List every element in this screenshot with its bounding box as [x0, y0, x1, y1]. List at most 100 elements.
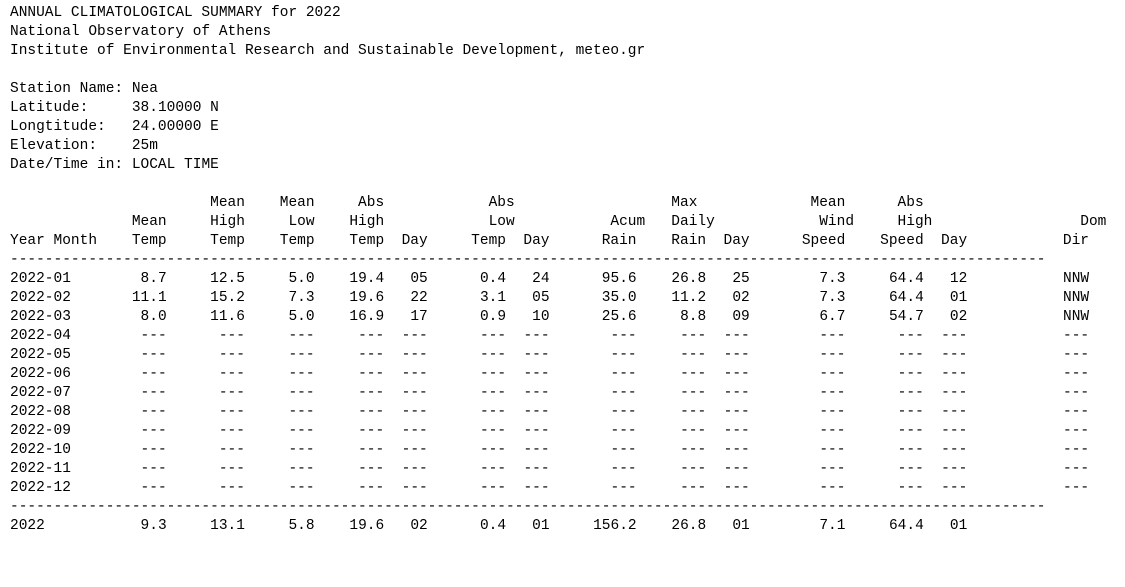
cell-period: 2022-10 — [10, 442, 80, 458]
cell-abs-high: 19.4 — [314, 271, 385, 287]
cell-rain: --- — [549, 461, 637, 477]
cell-gust: --- — [845, 461, 924, 477]
cell-mean-low: 7.3 — [244, 290, 315, 306]
table-row: 2022-08 --- --- --- --- --- --- --- --- … — [10, 404, 1089, 420]
cell-max-rain: 8.8 — [636, 309, 707, 325]
cell-wind: --- — [749, 347, 846, 363]
cell-low-day: 10 — [506, 309, 550, 325]
cell-abs-low: --- — [427, 328, 507, 344]
cell-dir: --- — [967, 347, 1090, 363]
cell-mean-high: 11.6 — [166, 309, 245, 325]
cell-abs-high: --- — [314, 461, 385, 477]
cell-rain: --- — [549, 328, 637, 344]
cell-mean-high: --- — [166, 480, 245, 496]
cell-gust-day: 02 — [923, 309, 968, 325]
cell-dir: --- — [967, 442, 1090, 458]
cell-mean-high: --- — [166, 385, 245, 401]
cell-mean-low: --- — [244, 385, 315, 401]
cell-mean-temp: 8.0 — [79, 309, 167, 325]
cell-high-day: --- — [384, 461, 428, 477]
cell-wind: --- — [749, 328, 846, 344]
cell-period: 2022-12 — [10, 480, 80, 496]
cell-mean-high: 13.1 — [166, 518, 245, 534]
cell-rain-day: 01 — [706, 518, 750, 534]
cell-rain: 95.6 — [549, 271, 637, 287]
latitude-value: 38.10000 N — [131, 100, 219, 116]
cell-dir: --- — [967, 404, 1090, 420]
cell-rain-day: --- — [706, 442, 750, 458]
latitude-label: Latitude: — [10, 100, 89, 116]
cell-abs-high: --- — [314, 442, 385, 458]
cell-rain: 25.6 — [549, 309, 637, 325]
table-row: 2022-12 --- --- --- --- --- --- --- --- … — [10, 480, 1089, 496]
cell-abs-high: 19.6 — [314, 290, 385, 306]
table-separator: ----------------------------------------… — [10, 499, 1046, 515]
cell-abs-low: --- — [427, 404, 507, 420]
table-row: 2022-03 8.0 11.6 5.0 16.9 17 0.9 10 25.6… — [10, 309, 1089, 325]
cell-mean-temp: 11.1 — [79, 290, 167, 306]
cell-low-day: --- — [506, 328, 550, 344]
cell-rain: --- — [549, 442, 637, 458]
table-separator: ----------------------------------------… — [10, 252, 1046, 268]
cell-dir: NNW — [967, 290, 1090, 306]
cell-gust-day: 01 — [923, 518, 968, 534]
cell-dir: NNW — [967, 271, 1090, 287]
elevation-value: 25m — [131, 138, 158, 154]
table-row: 2022-09 --- --- --- --- --- --- --- --- … — [10, 423, 1089, 439]
datetime-label: Date/Time in: — [10, 157, 124, 173]
cell-rain-day: --- — [706, 423, 750, 439]
cell-mean-low: --- — [244, 423, 315, 439]
cell-rain: --- — [549, 385, 637, 401]
table-row: 2022-06 --- --- --- --- --- --- --- --- … — [10, 366, 1089, 382]
cell-abs-high: --- — [314, 347, 385, 363]
cell-dir: --- — [967, 366, 1090, 382]
cell-low-day: --- — [506, 366, 550, 382]
cell-mean-temp: --- — [79, 328, 167, 344]
cell-high-day: 22 — [384, 290, 428, 306]
report-title: ANNUAL CLIMATOLOGICAL SUMMARY for 2022 — [10, 5, 341, 21]
cell-dir: --- — [967, 480, 1090, 496]
cell-mean-temp: --- — [79, 442, 167, 458]
cell-wind: 7.3 — [749, 290, 846, 306]
cell-gust: --- — [845, 404, 924, 420]
cell-rain: --- — [549, 347, 637, 363]
cell-low-day: --- — [506, 423, 550, 439]
cell-gust: --- — [845, 442, 924, 458]
cell-gust-day: --- — [923, 461, 968, 477]
cell-dir: --- — [967, 423, 1090, 439]
cell-wind: 7.3 — [749, 271, 846, 287]
cell-period: 2022 — [10, 518, 80, 534]
cell-dir: --- — [967, 328, 1090, 344]
cell-rain: 35.0 — [549, 290, 637, 306]
cell-high-day: 17 — [384, 309, 428, 325]
cell-mean-low: --- — [244, 480, 315, 496]
cell-low-day: --- — [506, 404, 550, 420]
cell-period: 2022-05 — [10, 347, 80, 363]
cell-wind: --- — [749, 480, 846, 496]
cell-period: 2022-11 — [10, 461, 80, 477]
cell-mean-high: --- — [166, 442, 245, 458]
cell-abs-low: 3.1 — [427, 290, 507, 306]
cell-gust-day: --- — [923, 328, 968, 344]
cell-wind: 6.7 — [749, 309, 846, 325]
cell-gust-day: --- — [923, 347, 968, 363]
cell-mean-high: --- — [166, 347, 245, 363]
station-name-label: Station Name: — [10, 81, 124, 97]
cell-max-rain: 11.2 — [636, 290, 707, 306]
cell-mean-high: --- — [166, 423, 245, 439]
cell-mean-temp: --- — [79, 385, 167, 401]
cell-abs-low: --- — [427, 423, 507, 439]
cell-gust: --- — [845, 423, 924, 439]
cell-high-day: --- — [384, 480, 428, 496]
cell-mean-temp: --- — [79, 480, 167, 496]
cell-mean-low: 5.0 — [244, 271, 315, 287]
report-organization: National Observatory of Athens — [10, 24, 272, 40]
cell-abs-low: --- — [427, 347, 507, 363]
total-row: 2022 9.3 13.1 5.8 19.6 02 0.4 01 156.2 2… — [10, 518, 1089, 534]
cell-wind: --- — [749, 442, 846, 458]
cell-gust: --- — [845, 328, 924, 344]
cell-gust-day: 12 — [923, 271, 968, 287]
cell-rain-day: --- — [706, 385, 750, 401]
cell-period: 2022-06 — [10, 366, 80, 382]
cell-high-day: --- — [384, 423, 428, 439]
